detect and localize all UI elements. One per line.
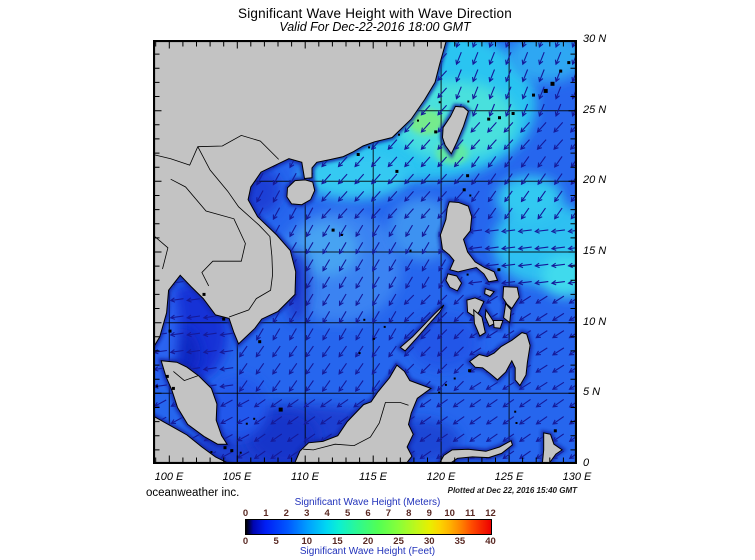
lat-label: 0 [583,457,590,469]
lat-label: 10 N [583,316,607,328]
lon-label: 115 E [359,471,387,483]
page-title: Significant Wave Height with Wave Direct… [238,6,512,21]
colorbar-feet-tick: 10 [301,536,313,547]
lat-label: 25 N [583,104,607,116]
colorbar-meters-tick: 9 [426,508,432,519]
colorbar-feet-tick: 40 [485,536,496,547]
oceanweather-credit: oceanweather inc. [146,487,240,499]
lon-label: 110 E [291,471,319,483]
colorbar-feet-ticks: 0 5 10 15 20 25 30 35 40 [0,536,755,547]
lon-label: 100 E [154,471,184,483]
colorbar-meters-ticks: 0 1 2 3 4 5 6 7 8 9 10 11 12 [0,508,755,519]
colorbar-meters-tick: 1 [263,508,269,519]
colorbar-meters-tick: 0 [242,508,249,519]
colorbar-meters-tick: 6 [365,508,371,519]
colorbar-feet-tick: 25 [393,536,404,547]
wave-map-svg [153,40,577,464]
wave-height-map [153,40,577,464]
colorbar-feet-tick: 5 [273,536,279,547]
valid-time-subtitle: Valid For Dec-22-2016 18:00 GMT [279,20,471,34]
colorbar-feet-tick: 15 [332,536,343,547]
lon-label: 130 E [562,471,592,483]
colorbar-meters-tick: 11 [465,508,476,519]
colorbar-meters-tick: 4 [324,508,330,519]
colorbar-feet-tick: 0 [242,536,249,547]
lat-label: 5 N [583,386,601,398]
colorbar-meters-tick: 8 [406,508,412,519]
colorbar-feet-title: Significant Wave Height (Feet) [299,546,436,557]
lat-label: 30 N [583,33,607,45]
lon-label: 125 E [494,471,524,483]
lon-label: 105 E [222,471,252,483]
lat-label: 15 N [583,245,607,257]
colorbar-meters-tick: 7 [385,508,392,519]
lat-label: 20 N [583,174,607,186]
colorbar-feet-tick: 20 [362,536,374,547]
colorbar-feet-tick: 30 [424,536,435,547]
longitude-axis: 100 E 105 E 110 E 115 E 120 E 125 E 130 E [0,471,755,487]
colorbar-meters-title: Significant Wave Height (Meters) [294,497,441,508]
colorbar-gradient [245,519,492,535]
colorbar-meters-tick: 12 [485,508,496,519]
latitude-axis: 30 N 25 N 20 N 15 N 10 N 5 N 0 [583,0,628,480]
colorbar-meters-tick: 3 [304,508,310,519]
plotted-timestamp: Plotted at Dec 22, 2016 15:40 GMT [447,486,577,495]
colorbar-feet-tick: 35 [454,536,466,547]
colorbar-meters-tick: 2 [283,508,289,519]
colorbar-meters-tick: 5 [344,508,351,519]
lon-label: 120 E [426,471,456,483]
colorbar-meters-tick: 10 [444,508,455,519]
